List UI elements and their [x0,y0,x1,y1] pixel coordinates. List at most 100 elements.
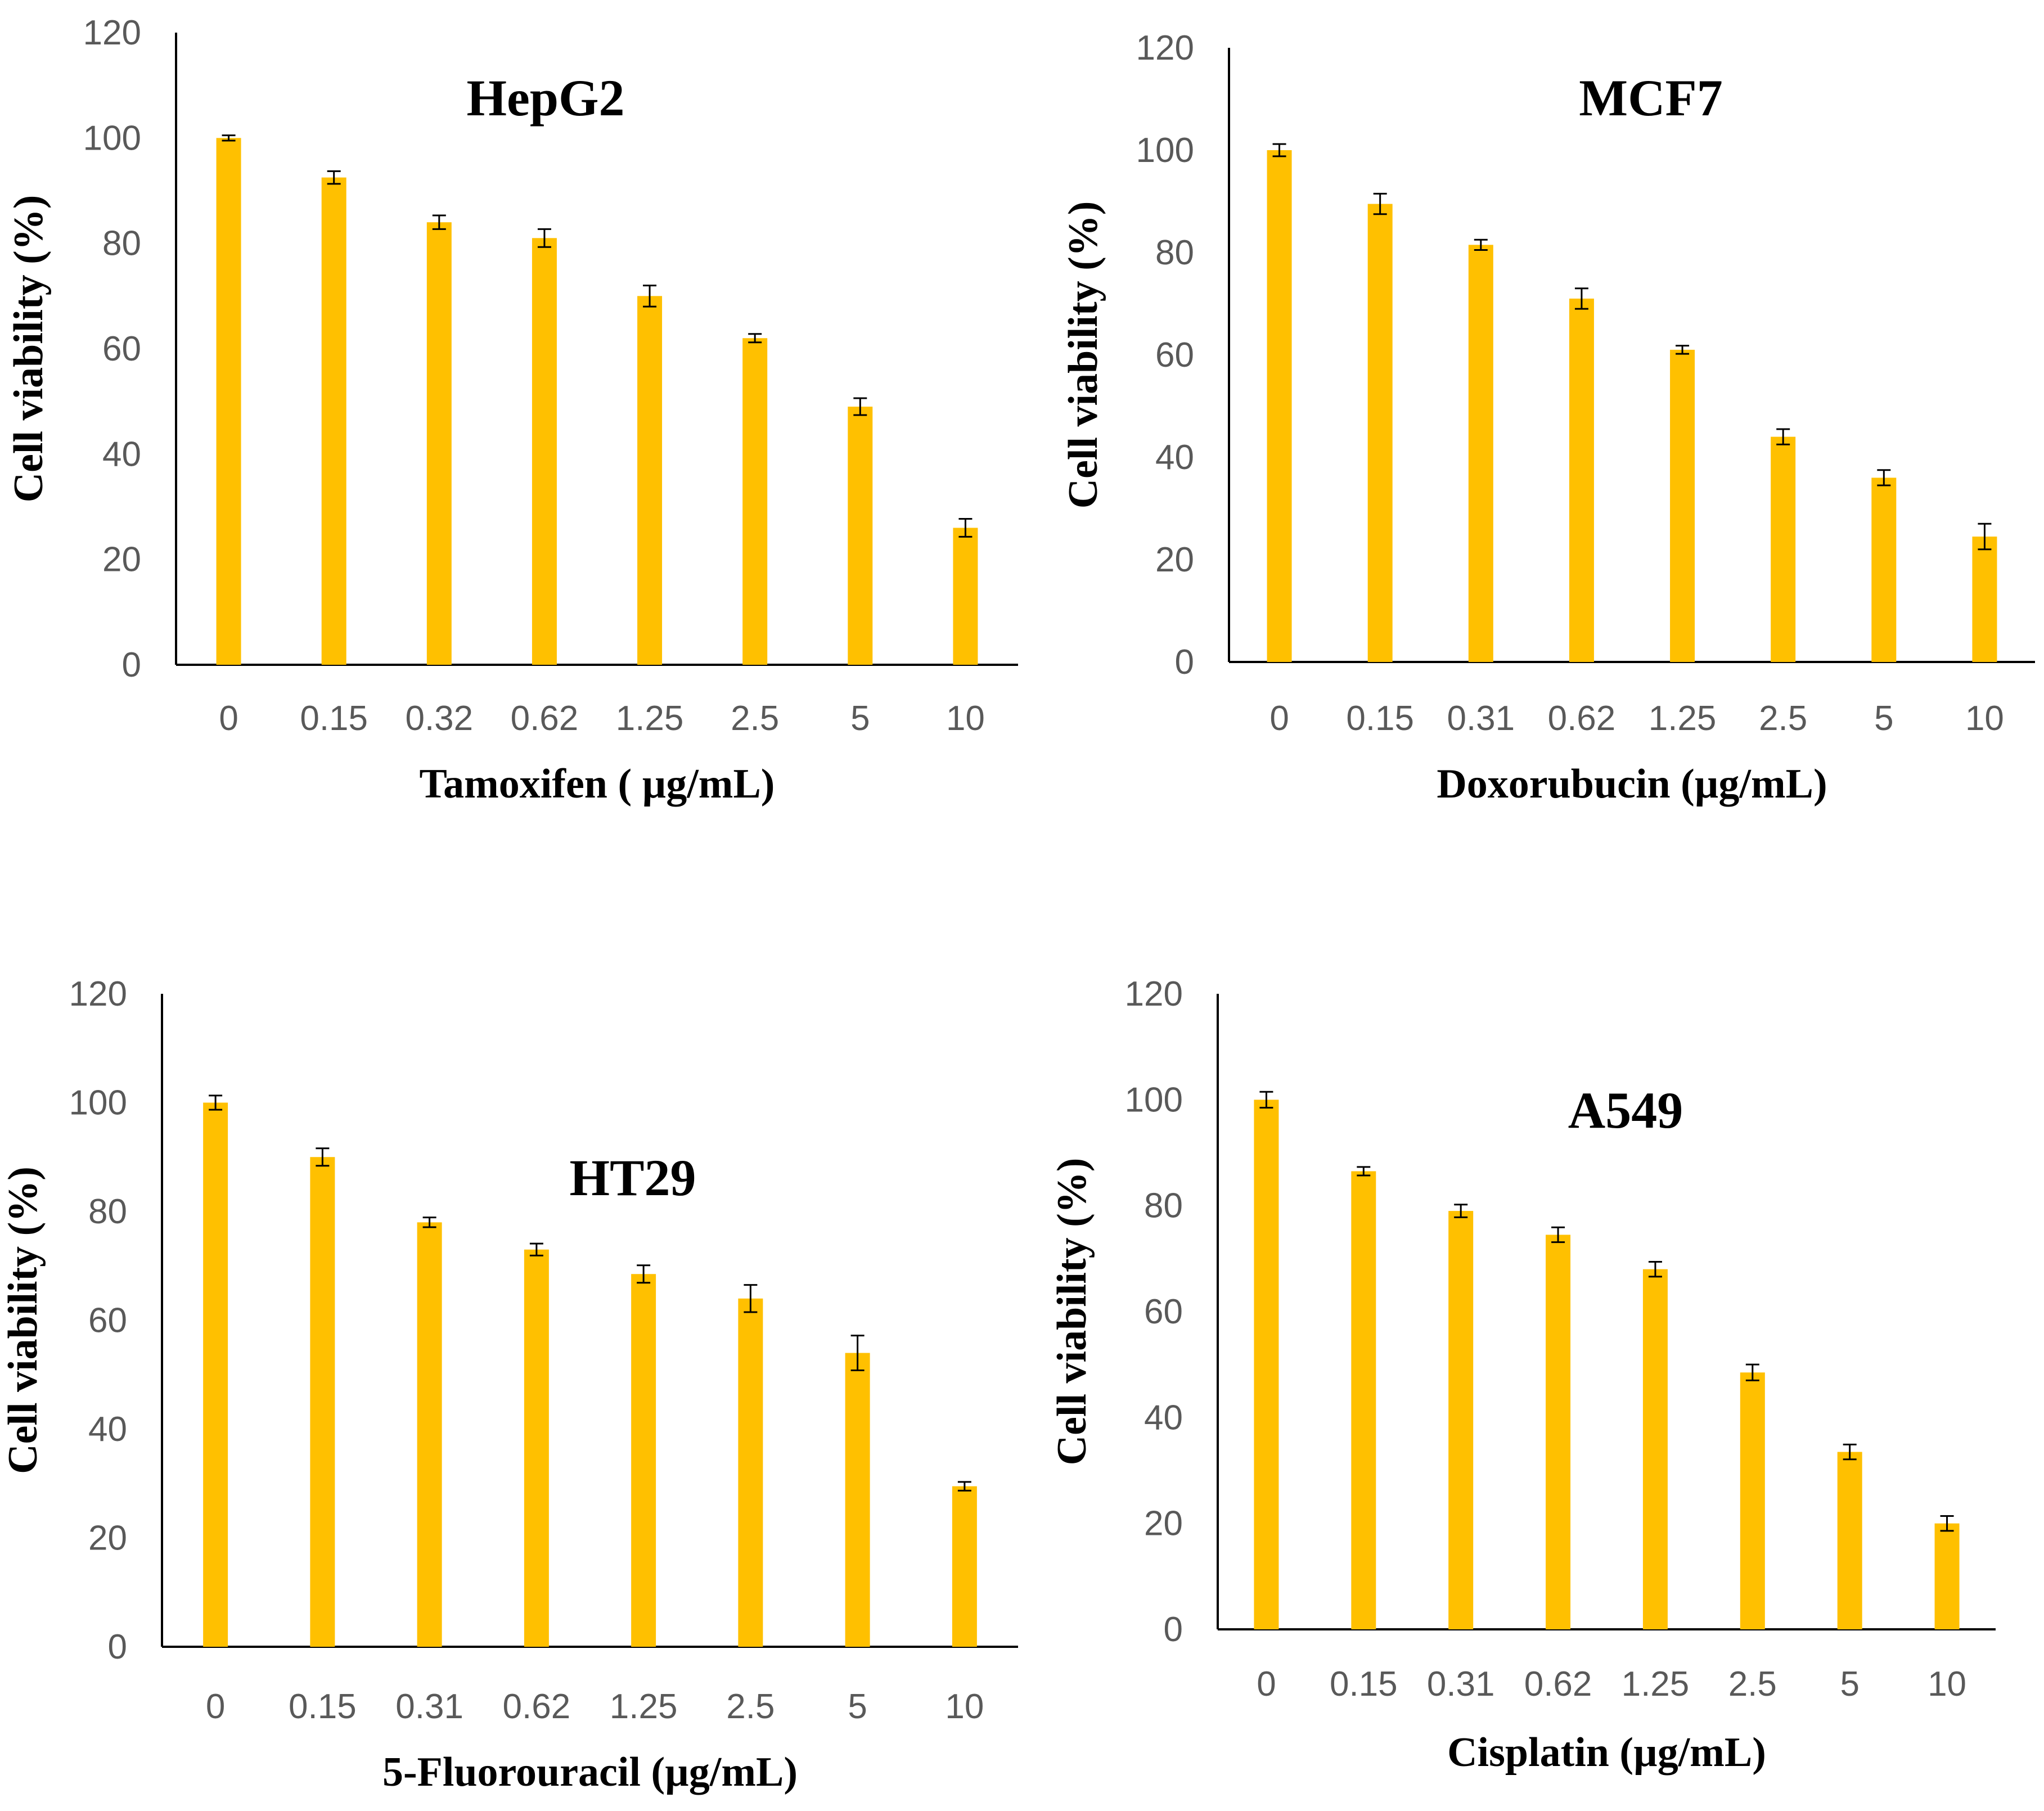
y-tick-label: 20 [88,1519,127,1558]
x-tick-label: 0 [1257,1665,1276,1704]
bar [203,1102,228,1647]
x-tick-label: 2.5 [1728,1665,1777,1704]
y-axis-title: Cell viability (%) [1049,1158,1095,1466]
chart-title: MCF7 [1579,69,1722,127]
error-bar [637,1264,651,1284]
error-bar [850,1335,865,1372]
x-tick-label: 0.31 [1447,699,1515,738]
x-tick-label: 5 [848,1687,867,1726]
panel-ht29: 0 20 40 60 80 100 120 0 0.15 0.31 0.62 1.25 2.5 5 10 5-… [0,975,1018,1795]
error-bar [537,228,551,248]
error-bar [529,1242,543,1256]
y-tick-label: 0 [108,1628,127,1666]
y-tick-label: 120 [83,13,141,52]
y-tick-label: 120 [1125,975,1183,1013]
error-bar [643,285,657,308]
y-tick-label: 60 [1155,336,1194,375]
y-tick-label: 80 [102,224,141,263]
x-tick-label: 0 [219,699,238,738]
bar [631,1274,656,1647]
panel-hepg2: 0 20 40 60 80 100 120 0 0.15 0.32 0.62 1.25 2.5 5 10 Ta… [6,13,1018,807]
x-tick-label: 0.15 [1330,1665,1398,1704]
y-tick-label: 100 [1136,131,1194,170]
bar [637,296,663,665]
error-bar [1843,1443,1857,1461]
x-tick-label: 1.25 [1649,699,1717,738]
bar [1934,1523,1960,1629]
bar [1670,349,1695,662]
x-tick-label: 10 [1965,699,2004,738]
y-axis-title: Cell viability (%) [0,1166,46,1474]
x-tick-label: 0.32 [405,699,473,738]
x-tick-label: 0.62 [1548,699,1616,738]
bar [742,338,768,665]
x-tick-label: 2.5 [726,1687,775,1726]
y-tick-label: 80 [88,1192,127,1231]
bar [953,528,978,665]
error-bar [1940,1515,1954,1532]
panel-mcf7: 0 20 40 60 80 100 120 0 0.15 0.31 0.62 1.25 2.5 5 10 Do… [1060,29,2035,807]
x-tick-label: 5 [850,699,870,738]
x-tick-label: 5 [1840,1665,1859,1704]
x-tick-label: 0.31 [1427,1665,1495,1704]
y-tick-label: 80 [1144,1187,1183,1226]
chart-title: A549 [1568,1082,1683,1139]
panel-a549: 0 20 40 60 80 100 120 0 0.15 0.31 0.62 1.25 2.5 5 10 Ci… [1049,975,1996,1776]
error-bar [748,333,762,344]
error-bar [1373,192,1387,215]
error-bar [853,397,867,416]
x-tick-label: 0.31 [395,1687,463,1726]
y-tick-label: 60 [1144,1292,1183,1331]
x-tick-label: 0 [1269,699,1289,738]
error-bar [1648,1260,1662,1278]
y-axis-title: Cell viability (%) [6,195,52,503]
y-tick-label: 0 [122,646,141,684]
bar [1351,1171,1376,1629]
error-bar [1877,469,1891,486]
y-tick-label: 120 [1136,29,1194,67]
y-tick-label: 40 [1144,1398,1183,1437]
x-axis-title: Tamoxifen ( µg/mL) [420,761,775,807]
error-bar [1454,1204,1468,1218]
bar [1871,477,1897,662]
x-tick-label: 0 [206,1687,225,1726]
y-tick-label: 60 [102,330,141,368]
x-tick-label: 0.15 [1346,699,1414,738]
x-axis-title: Doxorubucin (µg/mL) [1437,761,1827,807]
y-tick-label: 20 [102,540,141,579]
x-tick-label: 2.5 [731,699,779,738]
bar [738,1298,763,1647]
error-bar [744,1284,758,1313]
y-tick-label: 100 [69,1084,127,1123]
bar [1972,537,1997,662]
error-bar [222,134,236,142]
error-bar [316,1147,330,1167]
bar [1468,245,1493,663]
x-tick-label: 1.25 [610,1687,678,1726]
chart-title: HT29 [570,1149,696,1206]
bar [310,1157,335,1647]
bar [321,177,346,665]
error-bar [1259,1091,1273,1109]
error-bar [957,1481,971,1492]
bar [1546,1235,1571,1629]
x-tick-label: 2.5 [1759,699,1807,738]
bar [417,1222,442,1647]
bar [952,1486,977,1647]
y-tick-label: 20 [1144,1504,1183,1543]
error-bar [1776,428,1790,445]
error-bar [1474,238,1488,251]
x-tick-label: 10 [1928,1665,1966,1704]
bar [1837,1452,1862,1629]
bar [532,238,557,665]
error-bar [1551,1226,1565,1244]
y-tick-label: 100 [83,119,141,157]
bar [216,138,241,665]
error-bar [1272,143,1286,157]
x-tick-label: 0.15 [300,699,368,738]
y-tick-label: 40 [102,435,141,474]
y-tick-label: 40 [88,1410,127,1449]
y-tick-label: 0 [1164,1610,1183,1649]
y-tick-label: 100 [1125,1080,1183,1119]
error-bar [1978,522,1992,551]
